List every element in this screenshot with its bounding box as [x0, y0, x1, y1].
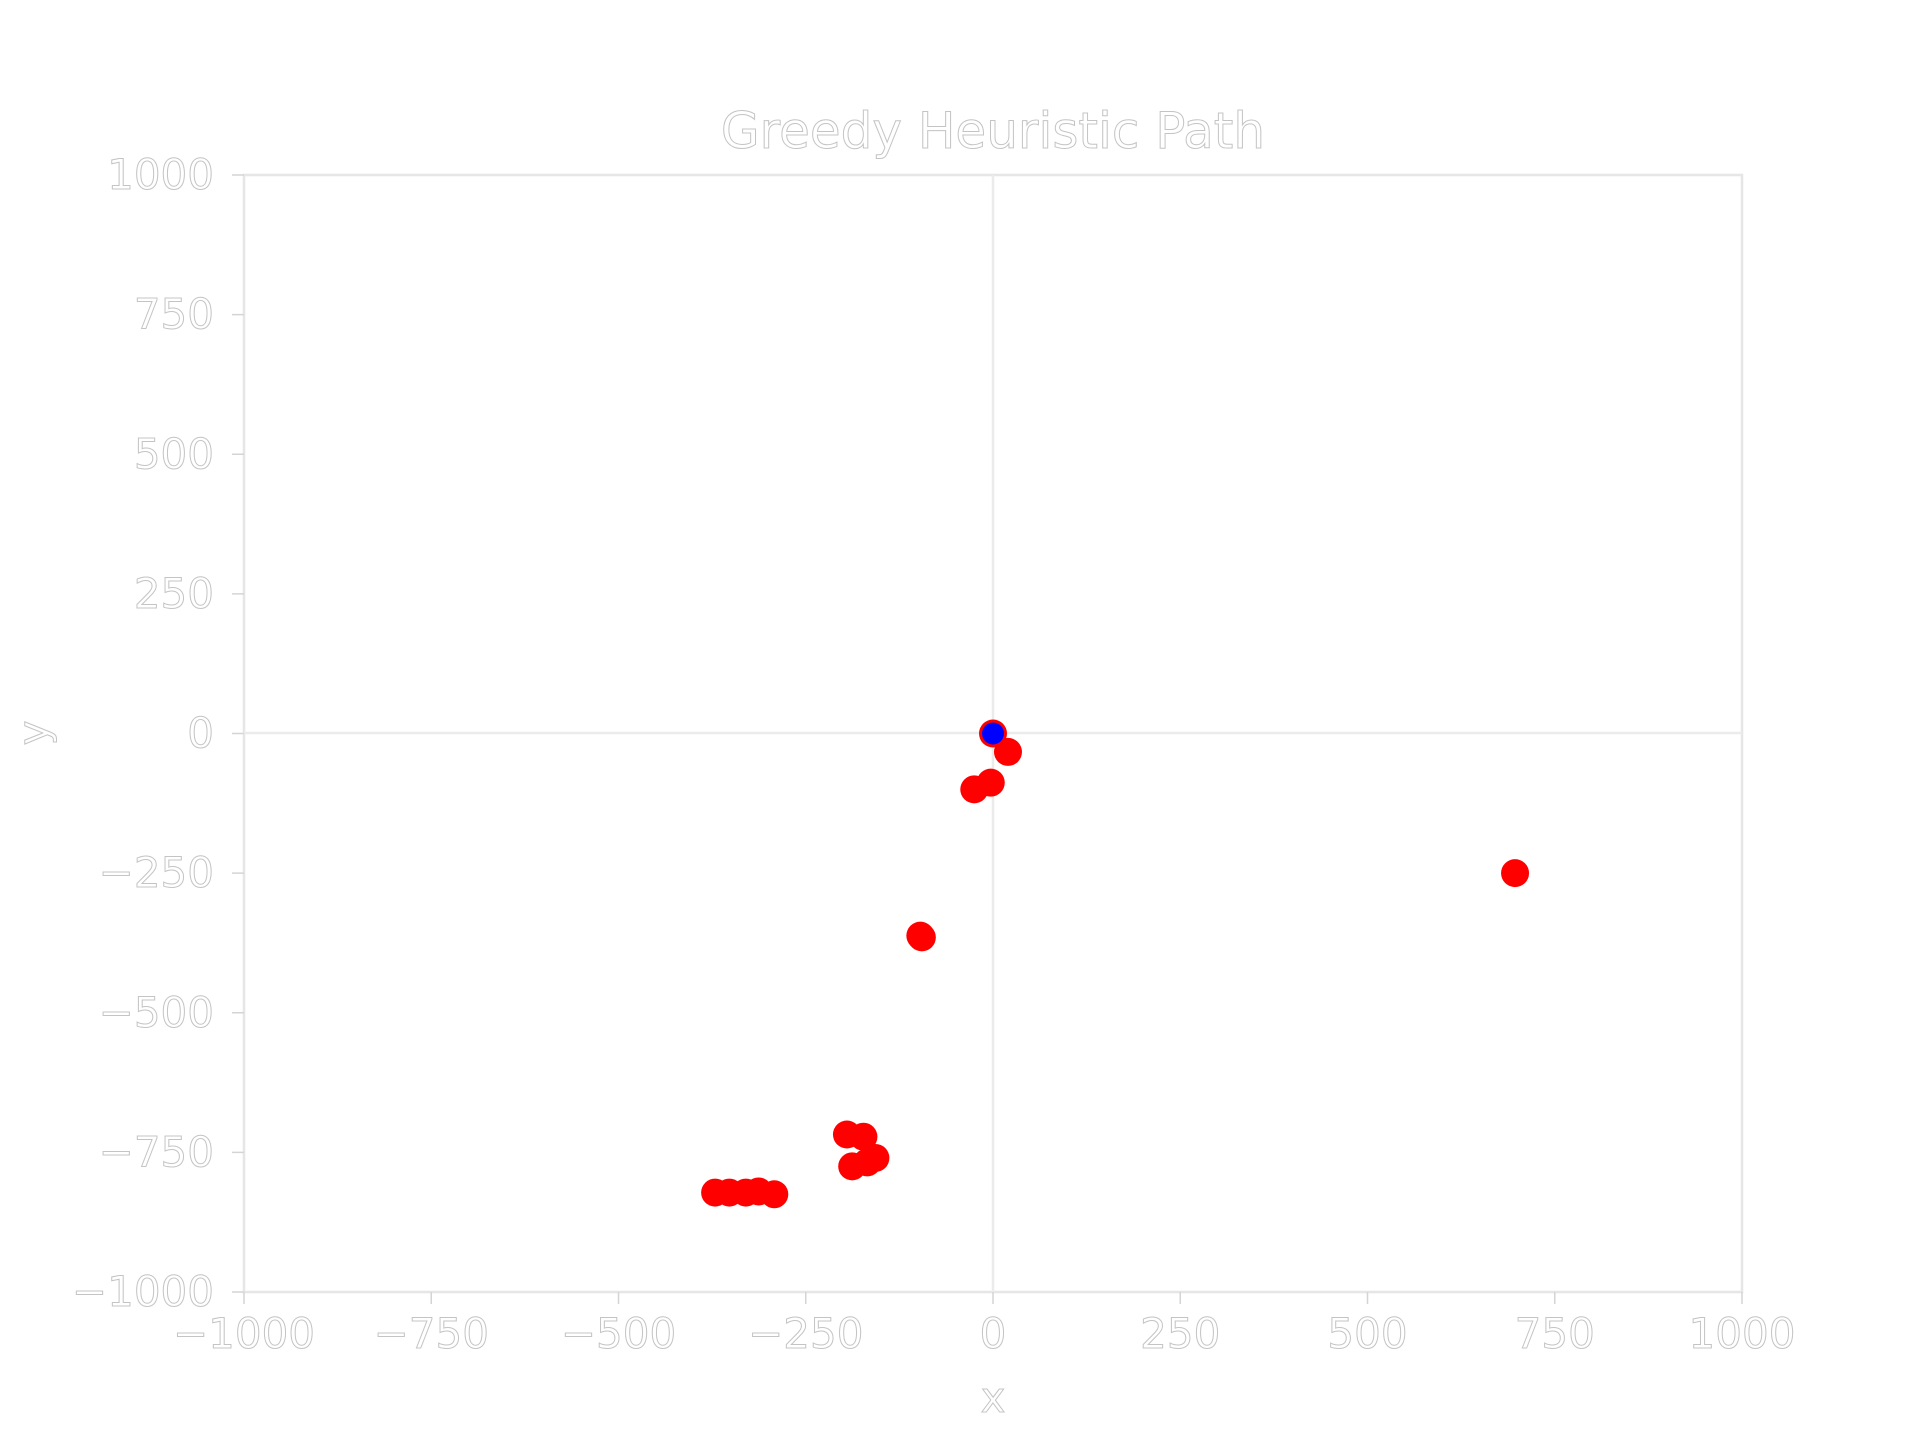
- x-tick-label: 0: [980, 1309, 1007, 1358]
- x-axis-ticks: −1000 −750 −500 −250 0 250 500 750 1000: [172, 1292, 1796, 1359]
- data-point-blue: [982, 722, 1004, 745]
- y-tick-label: 1000: [107, 150, 214, 199]
- data-point-red: [1501, 859, 1530, 888]
- data-point-red: [906, 921, 935, 950]
- data-point-red: [993, 737, 1022, 766]
- data-point-red: [853, 1148, 882, 1177]
- data-point-red: [760, 1180, 789, 1209]
- y-axis-label: y: [9, 721, 58, 746]
- x-tick-label: −750: [374, 1309, 489, 1358]
- x-tick-label: 1000: [1689, 1309, 1796, 1358]
- y-tick-label: 0: [187, 709, 214, 758]
- y-tick-label: 250: [134, 569, 214, 618]
- x-tick-label: 750: [1515, 1309, 1595, 1358]
- chart-title: Greedy Heuristic Path: [721, 102, 1265, 160]
- y-tick-label: −750: [99, 1127, 214, 1176]
- data-points: [701, 719, 1530, 1209]
- y-axis-ticks: −1000 −750 −500 −250 0 250 500 750 1000: [71, 150, 244, 1317]
- x-tick-label: −250: [748, 1309, 863, 1358]
- y-tick-label: −1000: [72, 1267, 214, 1316]
- data-point-red: [960, 775, 989, 804]
- y-tick-label: −500: [99, 988, 214, 1037]
- x-tick-label: −1000: [173, 1309, 315, 1358]
- data-point-red: [849, 1122, 878, 1151]
- y-tick-label: −250: [99, 848, 214, 897]
- y-tick-label: 750: [134, 290, 214, 339]
- x-tick-label: 500: [1327, 1309, 1407, 1358]
- x-axis-label: x: [981, 1373, 1006, 1422]
- x-tick-label: 250: [1140, 1309, 1220, 1358]
- y-tick-label: 500: [134, 429, 214, 478]
- x-tick-label: −500: [561, 1309, 676, 1358]
